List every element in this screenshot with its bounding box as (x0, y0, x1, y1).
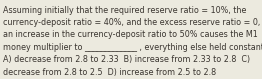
Text: decrease from 2.8 to 2.5  D) increase from 2.5 to 2.8: decrease from 2.8 to 2.5 D) increase fro… (3, 68, 216, 77)
Text: an increase in the currency-deposit ratio to 50% causes the M1: an increase in the currency-deposit rati… (3, 30, 258, 40)
Text: currency-deposit ratio = 40%, and the excess reserve ratio = 0,: currency-deposit ratio = 40%, and the ex… (3, 18, 260, 27)
Text: Assuming initially that the required reserve ratio = 10%, the: Assuming initially that the required res… (3, 6, 247, 15)
Text: money multiplier to _____________ , everything else held constant.: money multiplier to _____________ , ever… (3, 43, 262, 52)
Text: A) decrease from 2.8 to 2.33  B) increase from 2.33 to 2.8  C): A) decrease from 2.8 to 2.33 B) increase… (3, 55, 250, 64)
